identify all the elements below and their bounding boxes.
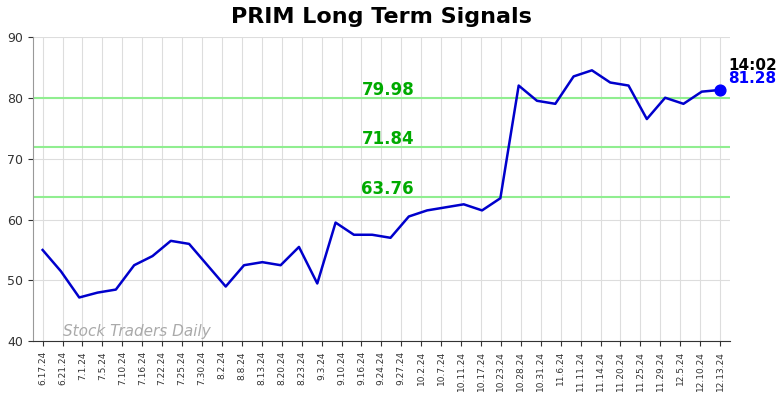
Text: 81.28: 81.28 (728, 70, 776, 86)
Text: 63.76: 63.76 (361, 179, 414, 197)
Point (713, 87, 726, 93)
Text: 79.98: 79.98 (361, 81, 414, 99)
Text: Stock Traders Daily: Stock Traders Daily (63, 324, 210, 339)
Text: 71.84: 71.84 (361, 131, 414, 148)
Title: PRIM Long Term Signals: PRIM Long Term Signals (231, 7, 532, 27)
Text: 14:02: 14:02 (728, 59, 777, 74)
